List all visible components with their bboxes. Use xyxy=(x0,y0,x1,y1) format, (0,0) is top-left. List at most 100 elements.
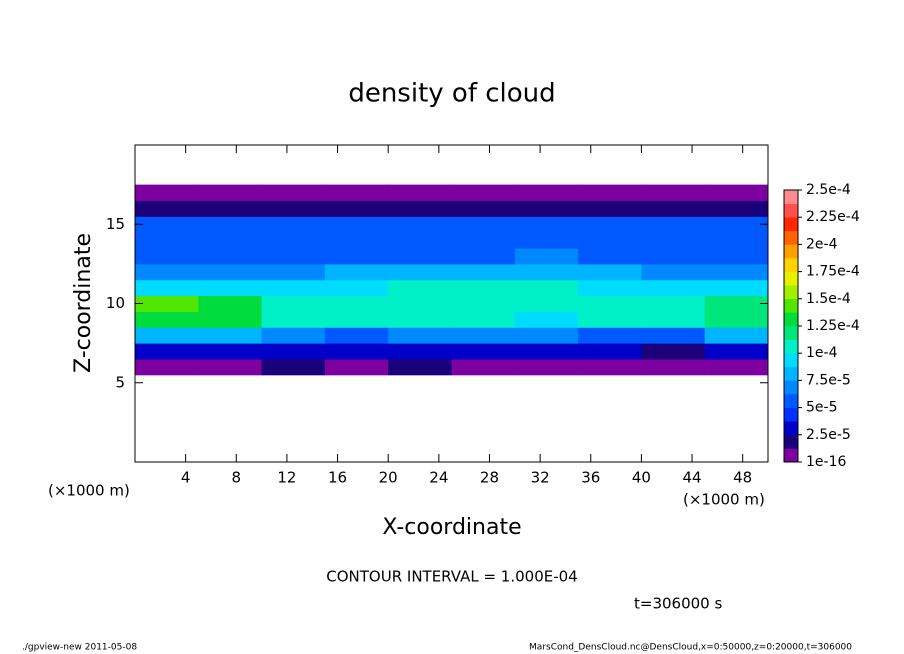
heat-cell xyxy=(641,248,706,265)
heat-cell xyxy=(198,295,263,312)
y-tick-label: 10 xyxy=(106,294,125,312)
heat-cell xyxy=(451,327,516,344)
colorbar-band xyxy=(784,298,798,313)
heat-cell xyxy=(641,216,706,233)
heat-cell xyxy=(261,311,326,328)
heat-cell xyxy=(578,248,642,265)
heat-cell xyxy=(261,263,326,281)
heat-cell xyxy=(514,295,579,312)
colorbar-label: 1.5e-4 xyxy=(806,291,851,307)
colorbar-band xyxy=(784,271,798,286)
heat-cell xyxy=(451,248,516,265)
colorbar-band xyxy=(784,244,798,259)
colorbar-band xyxy=(784,380,798,395)
colorbar-label: 5e-5 xyxy=(806,400,837,416)
colorbar-band xyxy=(784,353,798,368)
x-tick-label: 12 xyxy=(277,469,296,487)
heat-cell xyxy=(641,311,706,328)
heat-cell xyxy=(388,279,452,297)
heat-cell xyxy=(324,248,389,265)
heat-cell xyxy=(198,311,263,328)
heat-cell xyxy=(324,216,389,233)
heat-cell xyxy=(514,232,579,249)
y-tick-label: 15 xyxy=(106,215,125,233)
x-tick-label: 48 xyxy=(733,469,752,487)
heat-cell xyxy=(388,263,452,281)
colorbar-band xyxy=(784,448,798,463)
colorbar-band xyxy=(784,366,798,381)
heat-cell xyxy=(641,232,706,249)
y-tick-label: 5 xyxy=(115,373,125,391)
heat-cell xyxy=(388,232,452,249)
heat-cell xyxy=(514,248,579,265)
y-axis-label: Z-coordinate xyxy=(71,233,96,373)
heat-cell xyxy=(451,232,516,249)
heat-cell xyxy=(198,248,263,265)
heat-cell xyxy=(451,311,516,328)
heat-cell xyxy=(388,184,452,201)
colorbar-label: 1e-4 xyxy=(806,345,838,361)
heat-cell xyxy=(135,216,199,233)
heat-cell xyxy=(451,200,516,217)
heat-cell xyxy=(324,327,389,344)
heat-cell xyxy=(451,279,516,297)
time-note: t=306000 s xyxy=(634,595,722,613)
x-tick-label: 16 xyxy=(328,469,347,487)
heat-cell xyxy=(198,184,263,201)
heat-cell xyxy=(135,295,199,312)
heat-cell xyxy=(135,279,199,297)
heat-cell xyxy=(324,263,389,281)
colorbar-label: 1.25e-4 xyxy=(806,318,860,334)
colorbar-band xyxy=(784,421,798,436)
colorbar-band xyxy=(784,312,798,327)
heat-cell xyxy=(704,184,769,201)
heat-cell xyxy=(388,216,452,233)
x-tick-label: 44 xyxy=(682,469,701,487)
heat-cell xyxy=(641,263,706,281)
x-tick-label: 28 xyxy=(480,469,499,487)
colorbar-label: 2.25e-4 xyxy=(806,209,860,225)
heat-cell xyxy=(135,184,199,201)
heat-cell xyxy=(135,232,199,249)
heat-cell xyxy=(324,295,389,312)
heat-cell xyxy=(704,311,769,328)
colorbar-label: 2.5e-5 xyxy=(806,427,851,443)
heat-cell xyxy=(704,327,769,344)
heat-cell xyxy=(198,263,263,281)
heat-cell xyxy=(704,232,769,249)
heat-cell xyxy=(704,263,769,281)
heat-cell xyxy=(324,200,389,217)
heat-cell xyxy=(514,311,579,328)
heat-cell xyxy=(514,343,579,360)
heat-cell xyxy=(324,343,389,360)
x-axis-label: X-coordinate xyxy=(382,515,521,540)
heat-cell xyxy=(324,184,389,201)
heat-cell xyxy=(578,358,642,376)
heat-cell xyxy=(388,248,452,265)
heat-cell xyxy=(198,358,263,376)
heat-cell xyxy=(198,232,263,249)
heat-cell xyxy=(198,216,263,233)
heat-cell xyxy=(704,248,769,265)
heat-cell xyxy=(388,200,452,217)
x-tick-label: 4 xyxy=(181,469,191,487)
heat-cell xyxy=(198,200,263,217)
x-unit: (×1000 m) xyxy=(683,491,765,509)
heat-cell xyxy=(198,327,263,344)
heat-cell xyxy=(261,232,326,249)
heat-cell xyxy=(578,295,642,312)
heat-cell xyxy=(578,327,642,344)
colorbar-band xyxy=(784,285,798,300)
heat-cell xyxy=(324,232,389,249)
heat-cell xyxy=(514,279,579,297)
heat-cell xyxy=(261,184,326,201)
colorbar-band xyxy=(784,230,798,245)
colorbar-band xyxy=(784,339,798,354)
heat-cell xyxy=(578,200,642,217)
heat-cell xyxy=(641,279,706,297)
heat-cell xyxy=(135,248,199,265)
heat-cell xyxy=(198,343,263,360)
x-tick-label: 36 xyxy=(581,469,600,487)
colorbar-band xyxy=(784,434,798,449)
colorbar-label: 7.5e-5 xyxy=(806,372,851,388)
